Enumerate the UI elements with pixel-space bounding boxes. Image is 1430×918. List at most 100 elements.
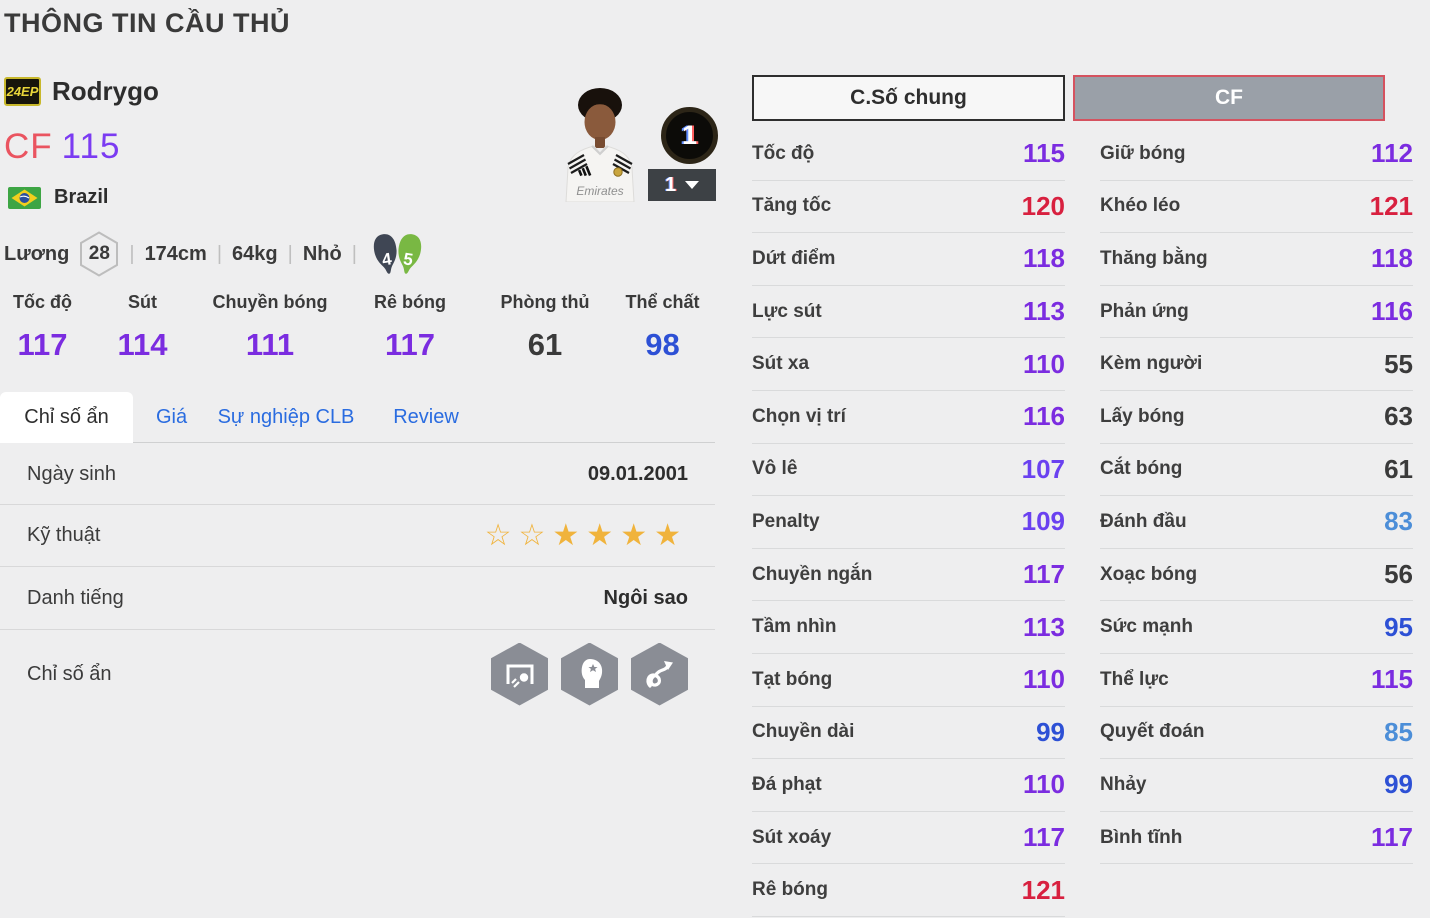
- player-overall-row: CF 115: [4, 127, 120, 167]
- stat-row: Chuyền ngắn 117: [752, 549, 1065, 602]
- player-name: Rodrygo: [52, 76, 159, 106]
- stat-row: Chọn vị trí 116: [752, 391, 1065, 444]
- stat-row: Sút xoáy 117: [752, 812, 1065, 865]
- summary-stat-value: 117: [17, 327, 68, 362]
- stat-label: Đánh đầu: [1100, 510, 1187, 532]
- stat-row: Đánh đầu 83: [1100, 496, 1413, 549]
- player-ovr: 115: [61, 127, 121, 166]
- stat-label: Tầm nhìn: [752, 616, 837, 638]
- info-row-value: 09.01.2001: [587, 462, 688, 485]
- info-row-label: Chỉ số ẩn: [27, 662, 112, 685]
- tab-bar: Chỉ số ẩn Giá Sự nghiệp CLB Review: [0, 392, 715, 443]
- stat-row: Sức mạnh 95: [1100, 601, 1413, 654]
- meta-separator: |: [287, 242, 293, 265]
- stat-value: 110: [1023, 348, 1065, 379]
- stat-value: 110: [1023, 664, 1065, 695]
- head-profile-icon[interactable]: [561, 642, 618, 706]
- page-title: THÔNG TIN CẦU THỦ: [4, 8, 290, 38]
- info-row: Kỹ thuật ☆☆★★★★: [0, 505, 715, 567]
- stat-row: Bình tĩnh 117: [1100, 812, 1413, 865]
- stat-label: Dứt điểm: [752, 247, 836, 269]
- summary-stat-value: 61: [527, 327, 563, 362]
- summary-stat: Sút 114: [85, 292, 200, 363]
- stat-label: Sút xa: [752, 353, 810, 375]
- svg-text:4: 4: [381, 249, 394, 269]
- stat-label: Đá phạt: [752, 773, 822, 795]
- stat-value: 109: [1021, 506, 1065, 537]
- stat-row: Tốc độ 115: [752, 128, 1065, 181]
- stat-label: Sức mạnh: [1100, 616, 1193, 638]
- stat-row: Dứt điểm 118: [752, 233, 1065, 286]
- summary-stat-label: Tốc độ: [13, 292, 72, 312]
- nation-name: Brazil: [54, 186, 109, 208]
- skill-stars-rating: ☆☆★★★★: [484, 519, 688, 552]
- stat-row: Đá phạt 110: [752, 759, 1065, 812]
- stat-value: 113: [1023, 611, 1065, 642]
- stat-label: Lấy bóng: [1100, 405, 1185, 427]
- tab-review[interactable]: Review: [393, 406, 459, 428]
- stat-value: 112: [1371, 138, 1413, 169]
- stat-row: Cắt bóng 61: [1100, 444, 1413, 497]
- stat-row: Sút xa 110: [752, 338, 1065, 391]
- stat-row: Rê bóng 121: [752, 864, 1065, 917]
- stat-row: Thăng bằng 118: [1100, 233, 1413, 286]
- hidden-trait-icons: [491, 642, 688, 706]
- summary-stats: Tốc độ 117 Sút 114 Chuyền bóng 111 Rê bóng 117 P…: [0, 292, 715, 363]
- tab-club-career[interactable]: Sự nghiệp CLB: [217, 406, 355, 428]
- stat-row: Tạt bóng 110: [752, 654, 1065, 707]
- stats-general-button[interactable]: C.Số chung: [752, 75, 1065, 121]
- info-row-label: Ngày sinh: [27, 462, 116, 485]
- stat-value: 117: [1023, 822, 1065, 853]
- salary-label: Lương: [4, 242, 70, 265]
- goal-and-ball-icon[interactable]: [491, 642, 548, 706]
- nation-row: Brazil: [8, 186, 108, 209]
- summary-stat-value: 98: [645, 327, 680, 362]
- summary-stat-label: Rê bóng: [374, 292, 446, 312]
- stat-label: Thể lực: [1100, 668, 1169, 690]
- info-row-label: Kỹ thuật: [27, 524, 101, 546]
- stat-row: Chuyền dài 99: [752, 707, 1065, 760]
- foot-ratings: 4 5: [371, 233, 424, 275]
- stat-value: 121: [1369, 190, 1413, 221]
- stat-value: 117: [1023, 559, 1065, 590]
- stat-label: Sút xoáy: [752, 826, 832, 848]
- strong-foot-icon: 5: [398, 234, 422, 274]
- info-row: Danh tiếng Ngôi sao: [0, 567, 715, 630]
- stat-row: Thể lực 115: [1100, 654, 1413, 707]
- summary-stat: Thể chất 98: [610, 292, 715, 363]
- info-row-value: Ngôi sao: [603, 586, 688, 609]
- tab-hidden-stats[interactable]: Chỉ số ẩn: [0, 392, 133, 443]
- stat-row: Kèm người 55: [1100, 338, 1413, 391]
- detail-stats-left-column: Tốc độ 115 Tăng tốc 120 Dứt điểm 118 Lực sút 11…: [752, 128, 1065, 917]
- stat-row: Penalty 109: [752, 496, 1065, 549]
- stat-label: Chọn vị trí: [752, 405, 846, 427]
- summary-stat-label: Thể chất: [625, 292, 700, 312]
- stat-label: Giữ bóng: [1100, 142, 1186, 164]
- summary-stat-value: 114: [117, 327, 168, 362]
- summary-stat-label: Sút: [128, 292, 157, 312]
- stat-row: Giữ bóng 112: [1100, 128, 1413, 181]
- player-body-type: Nhỏ: [302, 242, 342, 265]
- meta-separator: |: [351, 242, 357, 265]
- stat-row: Lấy bóng 63: [1100, 391, 1413, 444]
- stats-cf-button[interactable]: CF: [1073, 75, 1385, 121]
- stat-value: 120: [1021, 190, 1065, 221]
- summary-stat-value: 111: [245, 327, 295, 362]
- salary-badge: 28: [79, 231, 119, 277]
- stat-row: Xoạc bóng 56: [1100, 549, 1413, 602]
- dribble-path-icon[interactable]: [631, 642, 688, 706]
- svg-text:Emirates: Emirates: [576, 184, 623, 198]
- detail-stats-right-column: Giữ bóng 112 Khéo léo 121 Thăng bằng 118 Phản …: [1100, 128, 1413, 865]
- info-row-label: Danh tiếng: [27, 586, 124, 609]
- stat-value: 99: [1036, 716, 1065, 747]
- summary-stat-label: Phòng thủ: [500, 292, 590, 312]
- stat-value: 55: [1384, 348, 1413, 379]
- stat-label: Thăng bằng: [1100, 247, 1208, 269]
- info-row: Chỉ số ẩn: [0, 630, 715, 718]
- upgrade-level-badge: 1: [661, 107, 718, 164]
- hidden-info-rows: Ngày sinh 09.01.2001 Kỹ thuật ☆☆★★★★ Danh ti…: [0, 444, 715, 718]
- stat-value: 85: [1384, 716, 1413, 747]
- svg-text:5: 5: [402, 249, 414, 269]
- tab-price[interactable]: Giá: [155, 406, 188, 428]
- upgrade-level-dropdown[interactable]: 1: [648, 169, 716, 201]
